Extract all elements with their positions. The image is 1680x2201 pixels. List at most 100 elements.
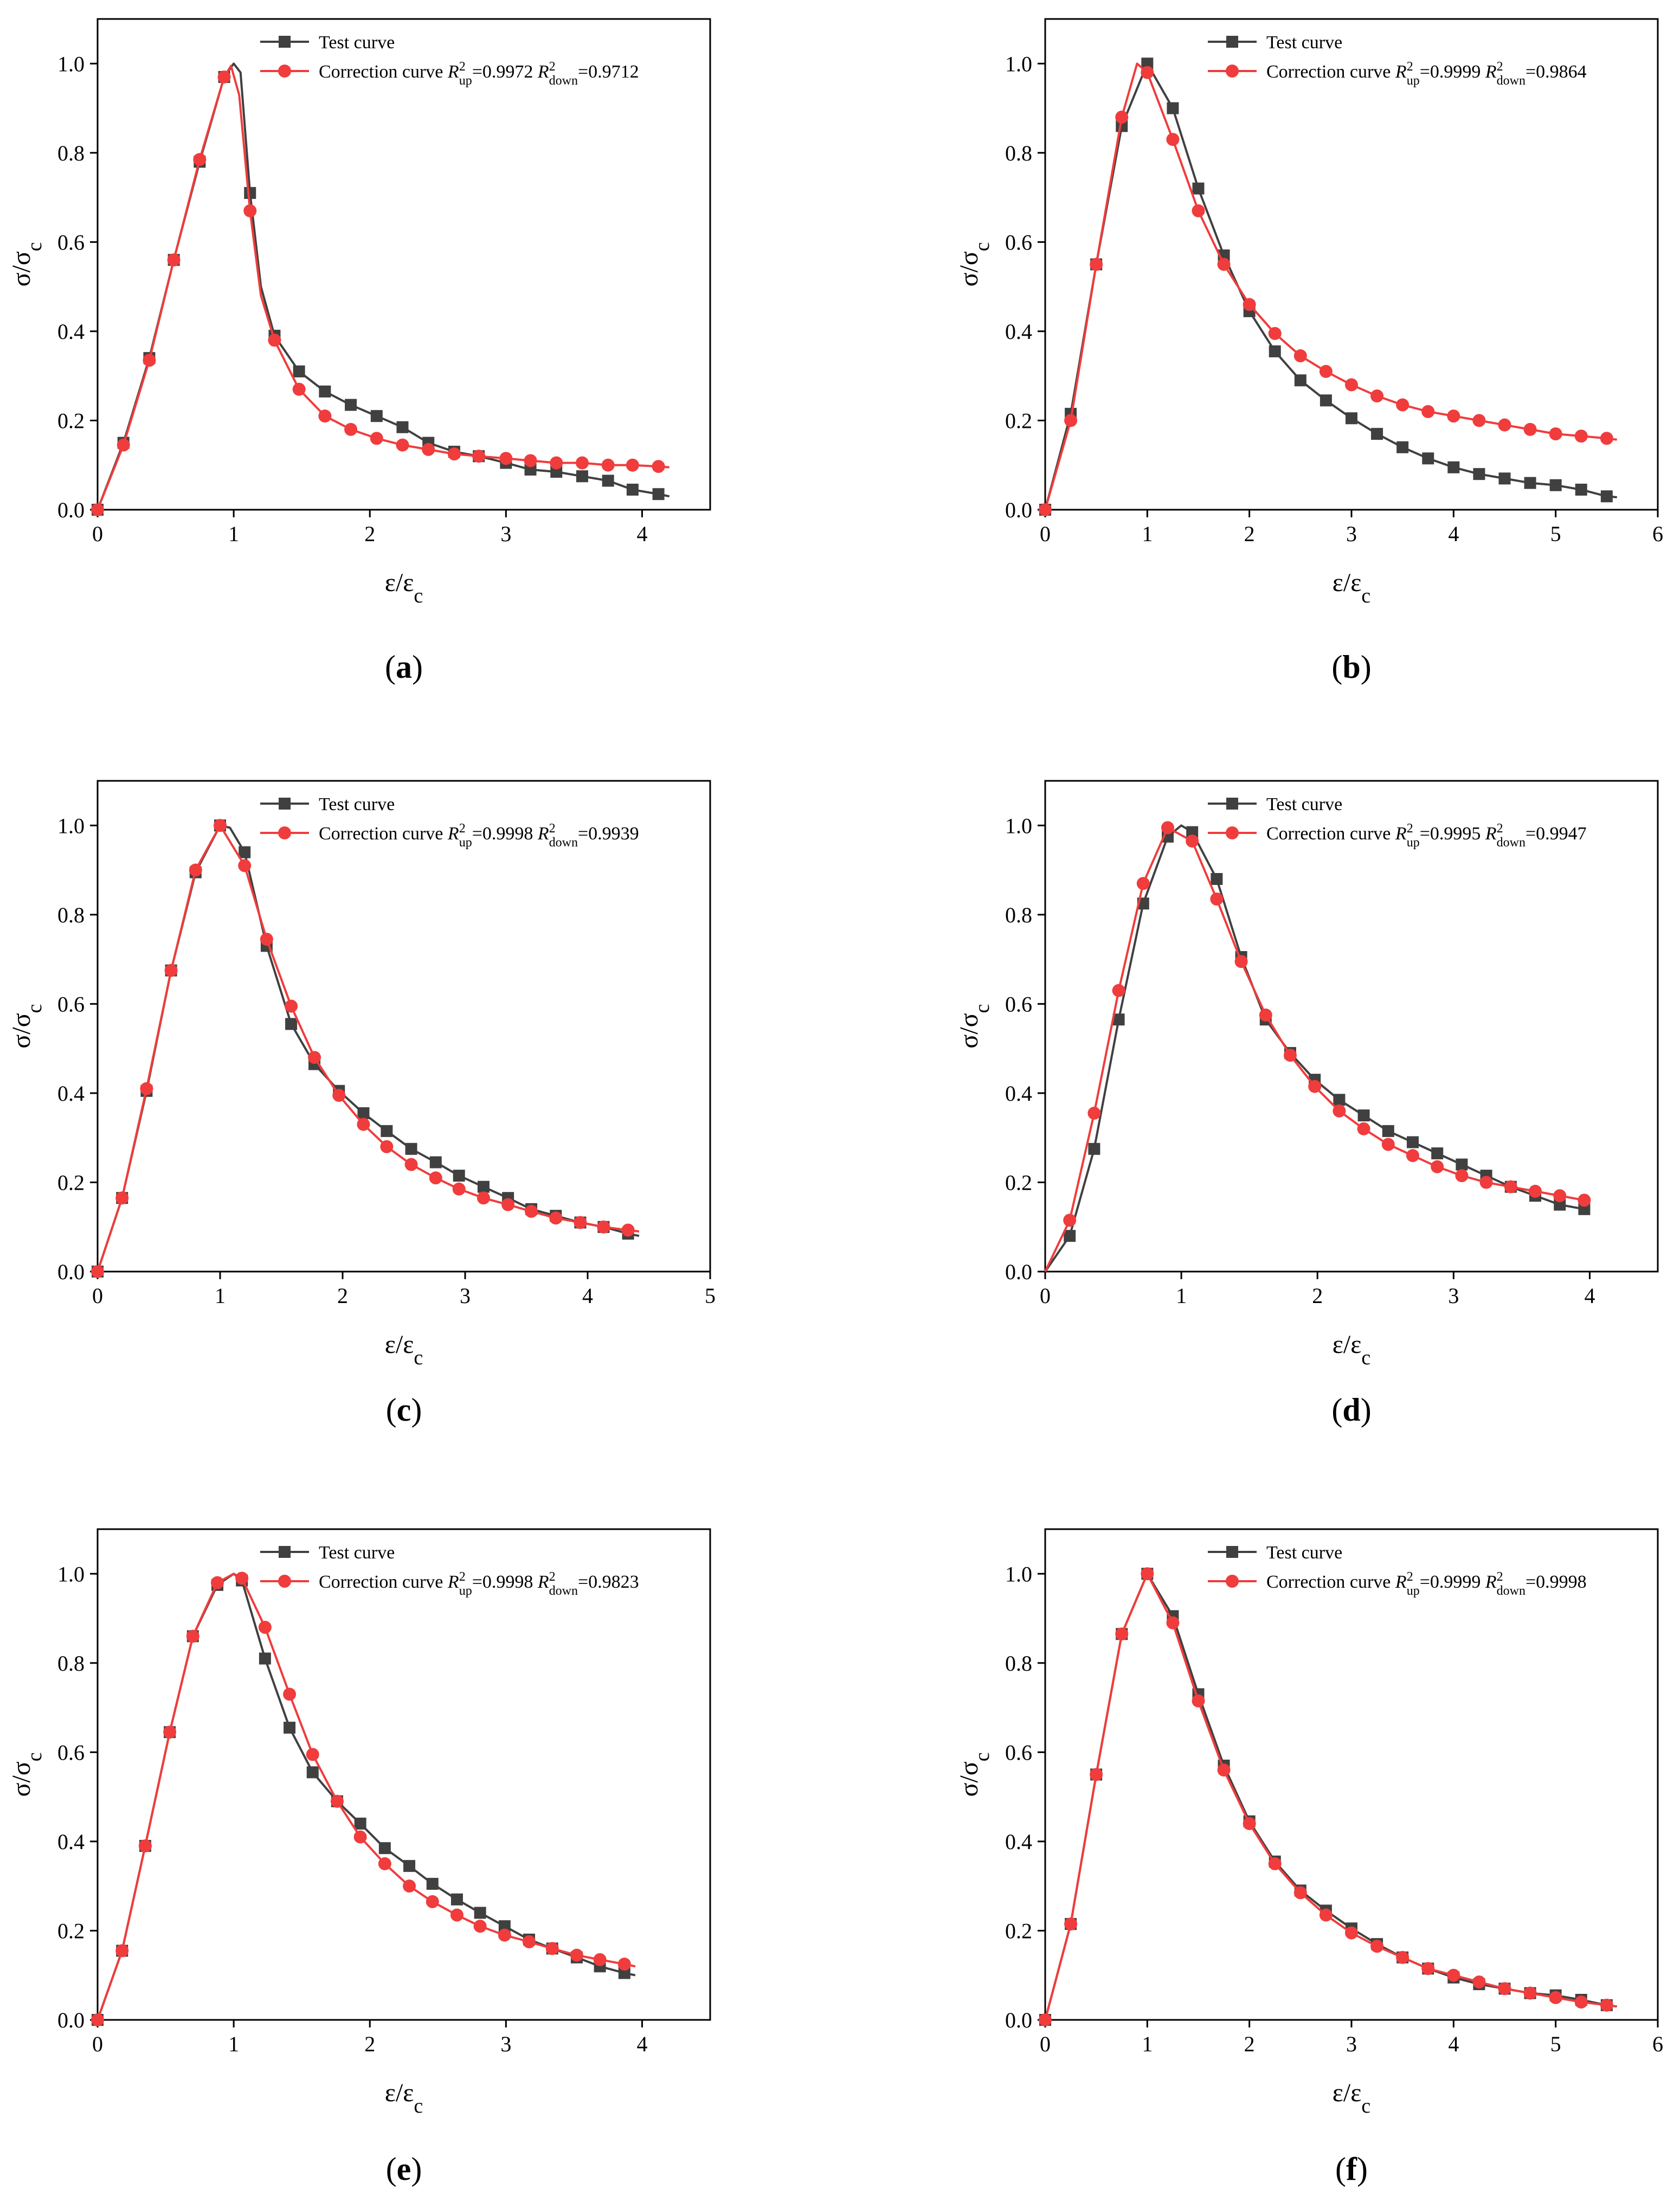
r2-down-symbol: R	[537, 62, 549, 82]
x-axis-title-sub: c	[414, 1346, 423, 1369]
r2-down-value: =0.9939	[578, 824, 639, 844]
legend-marker-test	[279, 36, 291, 48]
correction-curve-point	[1217, 258, 1231, 271]
x-tick-label: 0	[92, 522, 103, 546]
y-tick-label: 0.8	[1005, 903, 1032, 927]
plot-frame	[96, 18, 711, 511]
correction-curve-point	[115, 1944, 129, 1958]
legend-correction-label: Correction curve	[319, 1572, 448, 1592]
legend-label-test: Test curve	[1266, 794, 1342, 814]
x-tick-label: 3	[1346, 2032, 1357, 2056]
legend-marker-test	[1226, 36, 1238, 48]
r2-down-value: =0.9823	[578, 1572, 639, 1592]
x-tick-label: 0	[1040, 522, 1051, 546]
r2-down-symbol: R	[537, 1572, 549, 1592]
x-axis-title: ε/εc	[385, 568, 423, 607]
correction-curve-point	[189, 863, 202, 877]
legend-correction-label: Correction curve	[1266, 62, 1395, 82]
x-tick-label: 4	[1584, 1284, 1595, 1308]
test-curve-point	[550, 466, 563, 478]
panel-label-open: (	[385, 649, 396, 685]
panel-label-open: (	[386, 2151, 397, 2187]
correction-curve-point	[258, 1621, 272, 1634]
test-curve-point	[1192, 182, 1205, 195]
test-curve-point	[1407, 1136, 1419, 1148]
test-curve-point	[259, 1652, 271, 1665]
r2-down-symbol: R	[537, 824, 549, 844]
test-curve-point	[474, 1907, 486, 1919]
r2-down-symbol: R	[1485, 1572, 1497, 1592]
correction-curve-point	[1192, 204, 1205, 217]
correction-curve-point	[1578, 1193, 1591, 1207]
legend-marker-test	[1226, 1546, 1238, 1558]
r2-up-value: =0.9972	[472, 62, 538, 82]
correction-curve-point	[396, 438, 409, 452]
correction-curve-point	[1319, 364, 1333, 378]
correction-curve-point	[1455, 1169, 1469, 1183]
r2-down-subscript: down	[1497, 1584, 1525, 1598]
correction-curve-point	[1166, 1616, 1180, 1629]
test-curve-point	[1357, 1109, 1370, 1122]
correction-curve-point	[1039, 503, 1052, 516]
x-tick-label: 0	[92, 1284, 103, 1308]
y-tick-label: 0.0	[57, 498, 85, 522]
panel-label-open: (	[1331, 1392, 1342, 1428]
legend-marker-correction	[278, 826, 291, 839]
correction-curve-point	[186, 1629, 199, 1643]
legend-marker-correction	[1226, 1575, 1239, 1588]
legend-label-correction: Correction curve R2 up=0.9999 R2 down=0.99…	[1266, 1570, 1587, 1598]
correction-curve-point	[138, 1839, 152, 1853]
correction-curve-point	[1574, 429, 1588, 443]
panel-label: (e)	[386, 2151, 422, 2187]
r2-down-exponent: 2	[549, 1570, 556, 1584]
x-axis-title-sub: c	[1361, 2095, 1370, 2117]
correction-curve-point	[570, 1948, 583, 1962]
test-curve-point	[618, 1967, 630, 1979]
test-curve-point	[1554, 1198, 1566, 1211]
legend-label-test: Test curve	[1266, 1543, 1342, 1563]
legend-label-correction: Correction curve R2 up=0.9972 R2 down=0.97…	[319, 60, 639, 88]
r2-up-exponent: 2	[459, 822, 466, 836]
panel-label: (d)	[1331, 1392, 1371, 1428]
correction-curve-point	[1553, 1189, 1567, 1203]
y-tick-label: 0.8	[57, 903, 85, 927]
correction-curve-point	[1064, 1917, 1078, 1931]
x-tick-label: 2	[1312, 1284, 1323, 1308]
r2-up-symbol: R	[447, 62, 459, 82]
y-axis-title: σ/σc	[7, 242, 46, 287]
y-tick-label: 0.4	[1005, 1081, 1032, 1106]
correction-curve-point	[1498, 1982, 1511, 1995]
r2-up-exponent: 2	[1407, 822, 1413, 836]
y-tick-label: 0.2	[1005, 1918, 1032, 1943]
test-curve-point	[244, 187, 256, 199]
x-tick-label: 1	[228, 2032, 239, 2056]
r2-down-exponent: 2	[549, 822, 556, 836]
x-tick-label: 1	[1142, 522, 1153, 546]
correction-curve-point	[167, 253, 181, 267]
correction-curve-point	[1406, 1149, 1419, 1163]
y-axis-title-sub: c	[23, 1753, 46, 1762]
y-tick-label: 1.0	[57, 1562, 85, 1586]
r2-down-value: =0.9947	[1525, 824, 1587, 844]
test-curve-point	[652, 488, 665, 500]
test-curve-point	[1382, 1125, 1394, 1137]
correction-curve-point	[498, 1928, 511, 1942]
legend-label-test: Test curve	[319, 1543, 395, 1563]
correction-curve-point	[353, 1830, 367, 1844]
x-axis-title: ε/εc	[1333, 568, 1371, 607]
correction-curve-point	[1549, 427, 1562, 441]
y-axis-title: σ/σc	[955, 242, 994, 287]
correction-curve-point	[283, 1687, 297, 1701]
x-tick-label: 4	[636, 2032, 647, 2056]
test-curve-point	[626, 483, 639, 496]
y-tick-label: 0.0	[1005, 2008, 1032, 2032]
correction-curve-point	[1115, 1627, 1129, 1641]
test-curve-point	[378, 1842, 391, 1855]
correction-curve-point	[525, 1204, 538, 1218]
legend-correction-label: Correction curve	[319, 824, 448, 844]
test-curve-point	[1294, 374, 1306, 387]
